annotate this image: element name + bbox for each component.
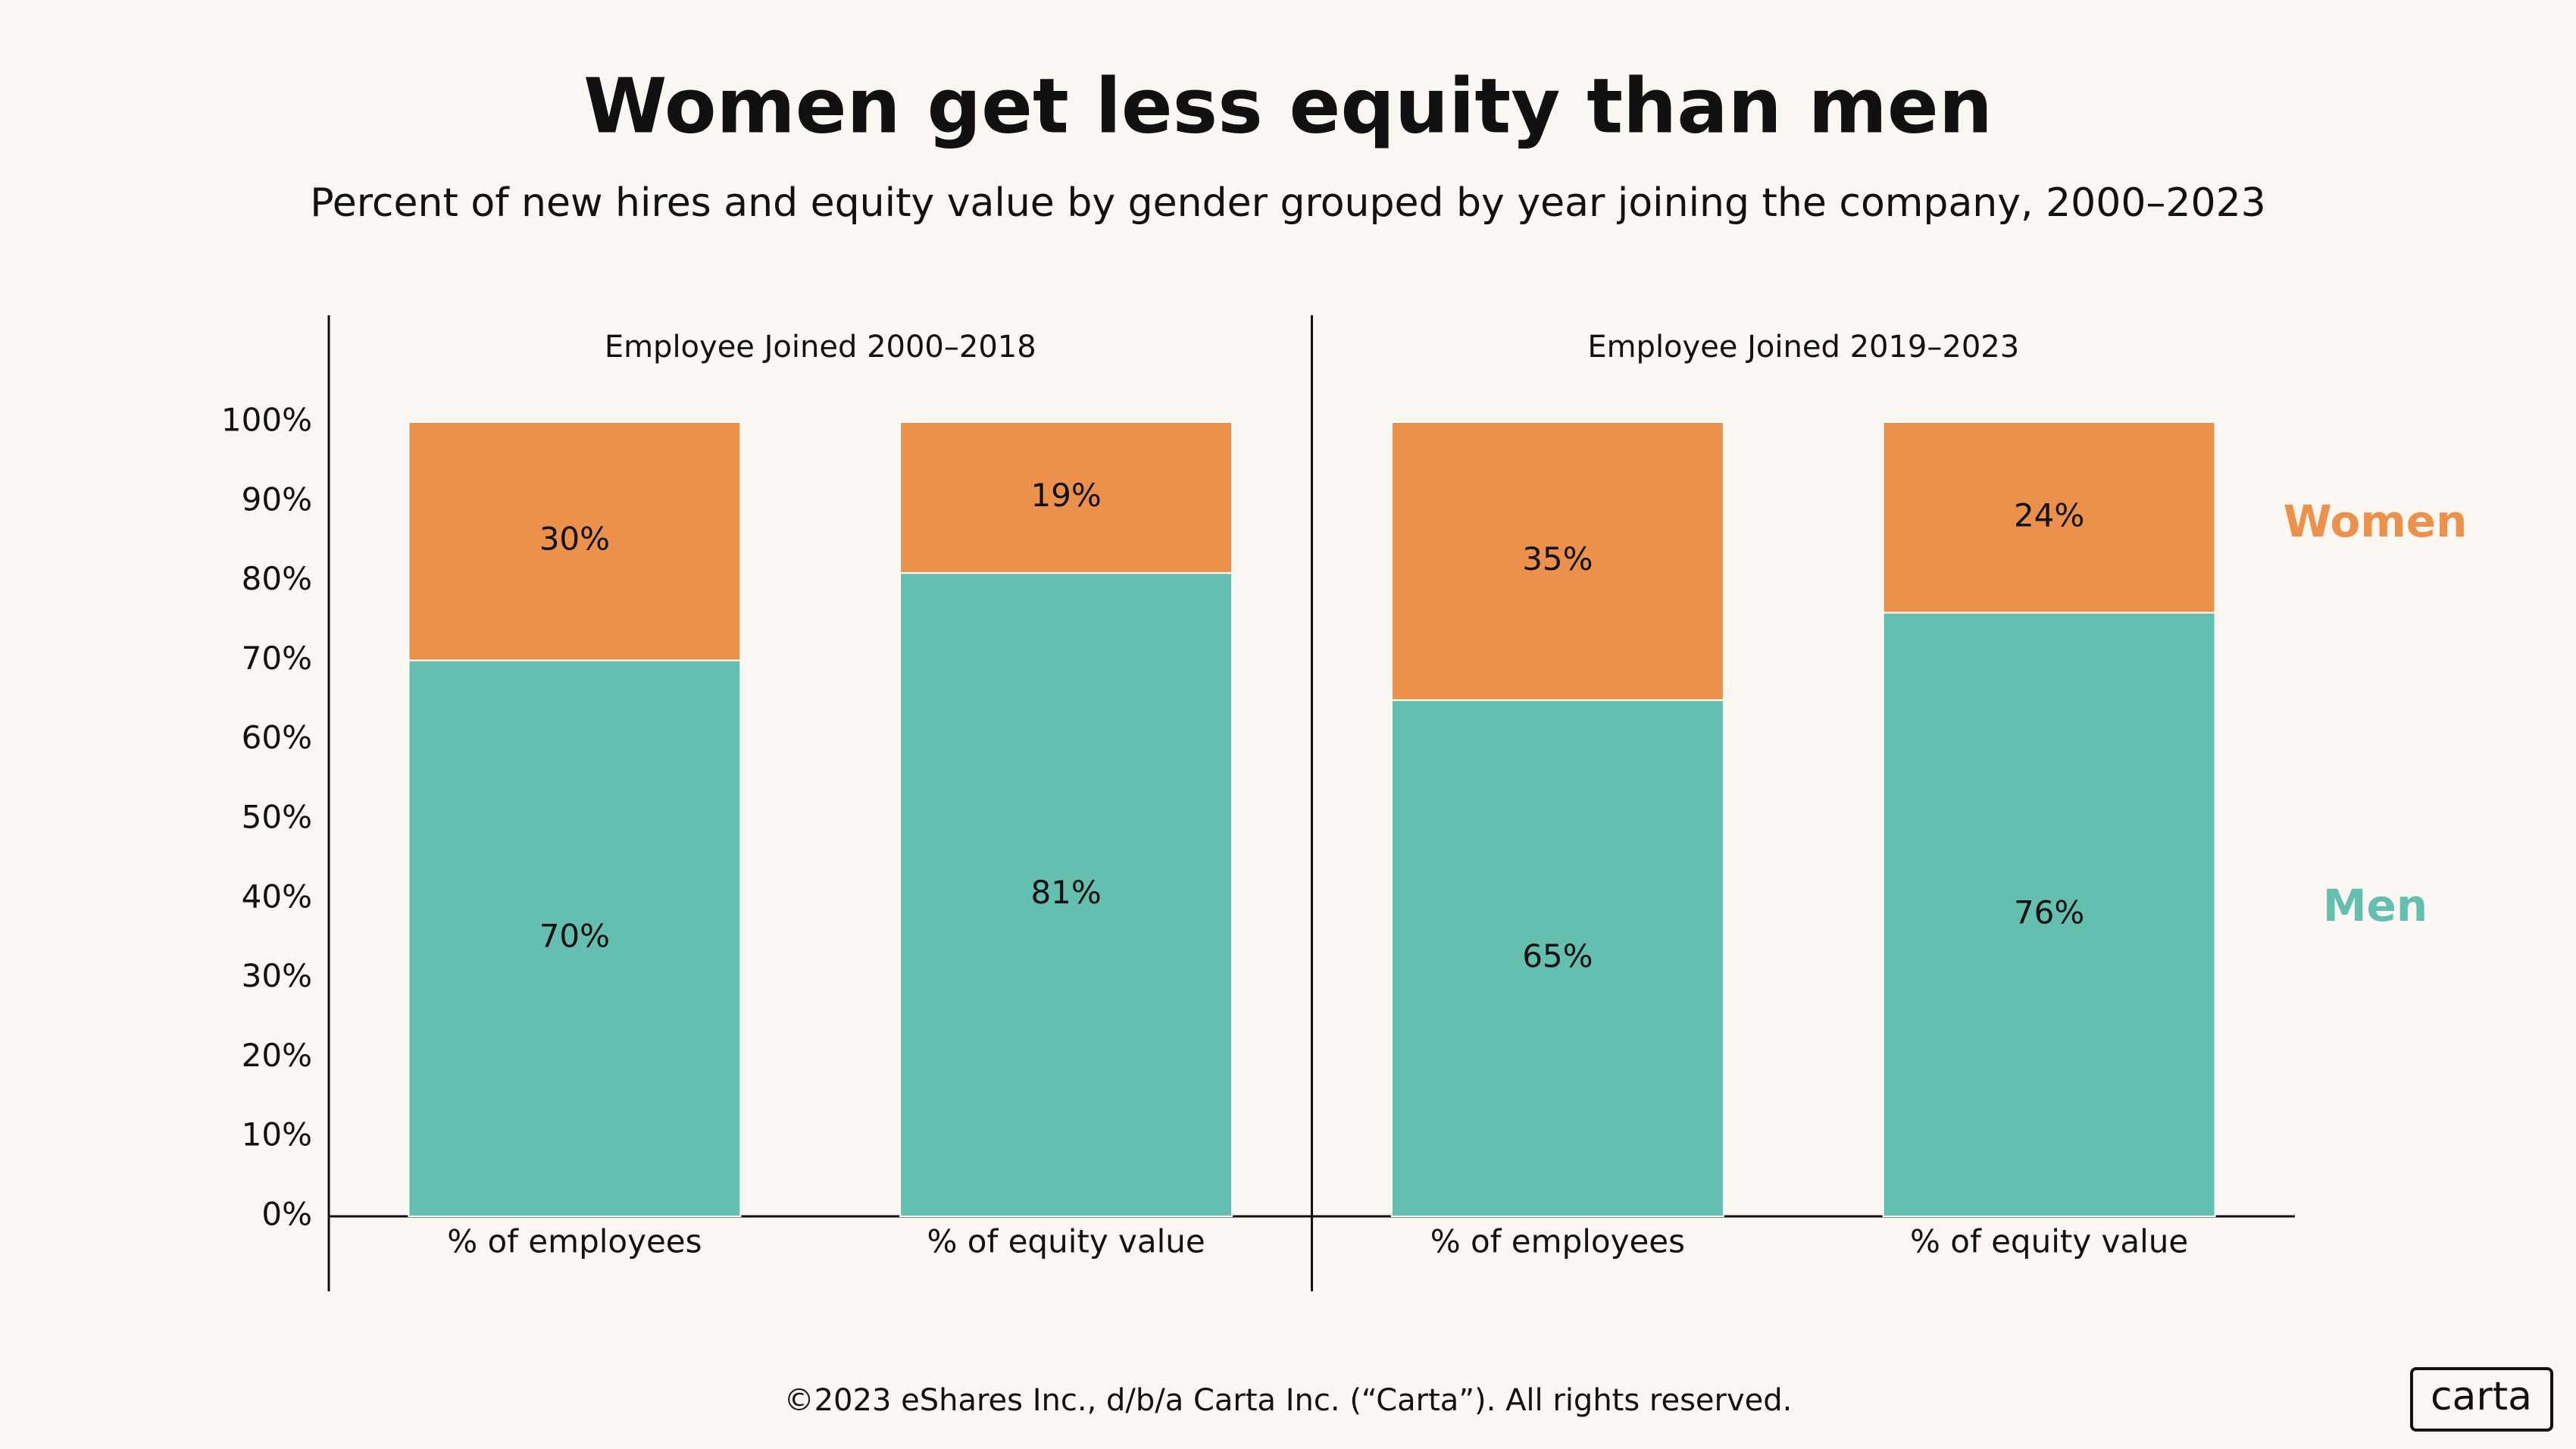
y-tick-label: 80% — [242, 560, 312, 597]
logo: carta — [2431, 1374, 2532, 1419]
logo-box — [2410, 1367, 2553, 1432]
y-tick-label: 70% — [242, 640, 312, 677]
bar-segment — [899, 572, 1233, 1217]
legend-label: Women — [2284, 496, 2468, 547]
bar-segment — [1882, 612, 2216, 1217]
y-tick-label: 20% — [242, 1037, 312, 1074]
y-tick-label: 50% — [242, 799, 312, 836]
x-tick-label: % of equity value — [1910, 1223, 2188, 1260]
chart-title: Women get less equity than men — [583, 61, 1993, 150]
x-tick-label: % of employees — [1430, 1223, 1685, 1260]
legend-label: Men — [2323, 880, 2428, 931]
data-label: 30% — [539, 521, 610, 558]
bar-segment — [1882, 421, 2216, 614]
y-tick-label: 40% — [242, 878, 312, 915]
data-label: 81% — [1030, 874, 1101, 911]
x-tick-label: % of employees — [447, 1223, 702, 1260]
x-tick-label: % of equity value — [927, 1223, 1205, 1260]
y-tick-label: 10% — [242, 1116, 312, 1153]
y-tick-label: 100% — [221, 402, 312, 439]
data-label: 65% — [1522, 937, 1593, 975]
bar-segment — [408, 421, 742, 662]
bar-segment — [1390, 421, 1724, 701]
bar-segment — [899, 421, 1233, 574]
data-label: 24% — [2014, 496, 2084, 534]
group-label: Employee Joined 2019–2023 — [1587, 330, 2019, 365]
chart-subtitle: Percent of new hires and equity value by… — [310, 180, 2266, 226]
data-label: 35% — [1522, 540, 1593, 577]
bar-segment — [1390, 699, 1724, 1217]
y-tick-label: 60% — [242, 719, 312, 756]
footer: ©2023 eShares Inc., d/b/a Carta Inc. (“C… — [784, 1383, 1793, 1418]
data-label: 76% — [2014, 893, 2084, 931]
y-tick-label: 30% — [242, 957, 312, 994]
y-tick-label: 90% — [242, 480, 312, 518]
group-label: Employee Joined 2000–2018 — [605, 330, 1036, 365]
y-tick-label: 0% — [261, 1196, 312, 1233]
data-label: 70% — [539, 918, 610, 955]
data-label: 19% — [1030, 477, 1101, 514]
